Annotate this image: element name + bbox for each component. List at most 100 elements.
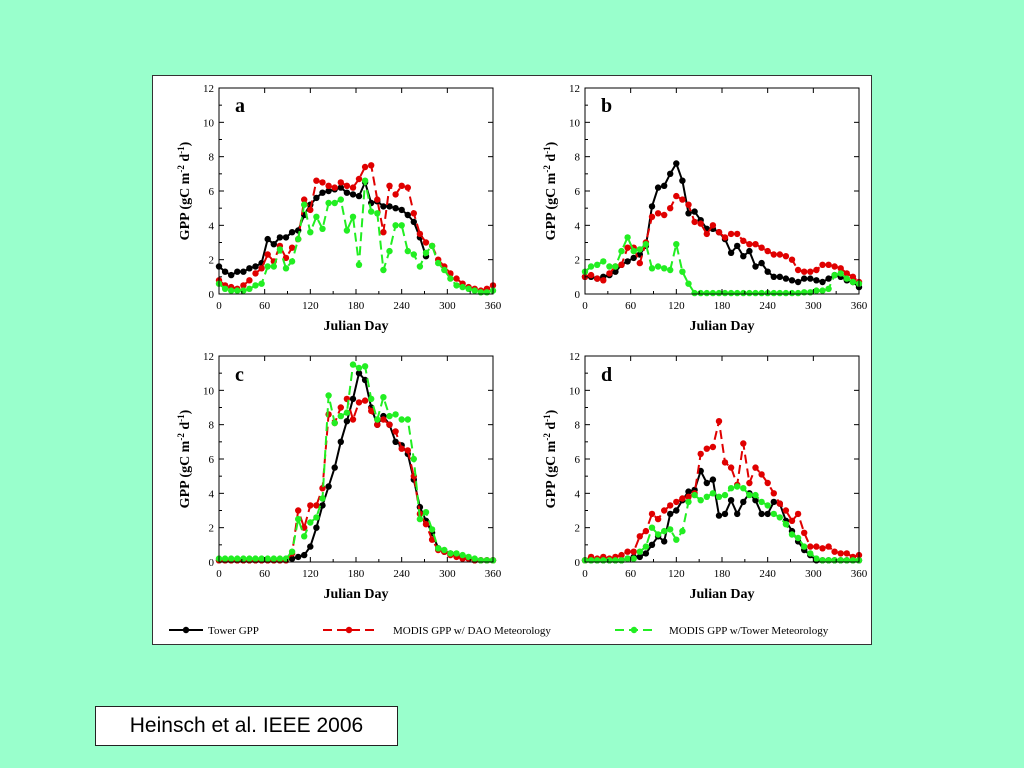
data-point xyxy=(447,550,454,557)
data-point xyxy=(642,543,650,550)
data-point xyxy=(435,545,442,552)
data-point xyxy=(721,510,729,518)
data-point xyxy=(697,220,704,227)
data-point xyxy=(721,289,729,297)
data-point xyxy=(447,275,454,282)
data-point xyxy=(636,246,643,253)
data-point xyxy=(331,184,338,191)
data-point xyxy=(337,184,344,191)
data-point xyxy=(368,407,375,415)
data-point xyxy=(715,229,723,236)
y-tick-label: 12 xyxy=(203,351,214,363)
data-point xyxy=(331,464,338,471)
data-point xyxy=(667,266,674,274)
data-point xyxy=(276,246,284,253)
data-point xyxy=(398,206,405,214)
data-point xyxy=(392,191,399,198)
data-point xyxy=(648,203,656,210)
data-point xyxy=(337,196,344,203)
x-tick-label: 120 xyxy=(302,300,319,312)
data-point xyxy=(422,509,430,516)
data-point xyxy=(794,278,802,286)
data-point xyxy=(703,479,710,487)
data-point xyxy=(618,557,625,564)
data-point xyxy=(331,199,338,207)
data-point xyxy=(642,527,650,535)
data-point xyxy=(813,287,820,294)
legend-marker xyxy=(182,626,190,634)
x-tick-label: 60 xyxy=(625,568,637,580)
data-point xyxy=(465,553,472,561)
data-point xyxy=(374,421,381,428)
legend-label: MODIS GPP w/Tower Meteorology xyxy=(669,625,829,637)
data-point xyxy=(624,258,631,265)
data-point xyxy=(788,289,796,297)
data-point xyxy=(819,261,826,268)
data-point xyxy=(807,550,814,557)
data-point xyxy=(374,210,381,217)
data-point xyxy=(831,557,838,564)
data-point xyxy=(667,526,674,533)
x-tick-label: 60 xyxy=(625,300,637,312)
data-point xyxy=(654,515,662,523)
data-point xyxy=(667,502,674,509)
data-point xyxy=(264,235,271,243)
data-point xyxy=(368,162,375,169)
series-line xyxy=(219,371,493,562)
data-point xyxy=(606,270,613,277)
data-point xyxy=(825,543,832,550)
x-tick-label: 0 xyxy=(582,300,588,312)
data-point xyxy=(758,289,765,297)
data-point xyxy=(428,526,436,533)
x-tick-label: 300 xyxy=(805,300,822,312)
legend-label: Tower GPP xyxy=(208,625,259,637)
data-point xyxy=(697,289,704,297)
y-axis-label: GPP (gC m-2 d-1) xyxy=(542,409,559,508)
data-point xyxy=(368,208,375,215)
data-point xyxy=(740,498,747,506)
data-point xyxy=(343,189,351,196)
data-point xyxy=(837,557,844,564)
data-point xyxy=(721,491,729,499)
y-tick-label: 4 xyxy=(209,488,215,500)
data-point xyxy=(618,261,625,268)
data-point xyxy=(288,229,296,236)
data-point xyxy=(837,550,844,557)
data-point xyxy=(270,555,277,562)
data-point xyxy=(807,543,814,550)
x-tick-label: 240 xyxy=(759,300,776,312)
data-point xyxy=(380,416,387,423)
data-point xyxy=(764,510,771,518)
data-point xyxy=(410,455,417,463)
data-point xyxy=(679,268,686,275)
x-tick-label: 300 xyxy=(439,300,456,312)
data-point xyxy=(240,268,247,275)
data-point xyxy=(240,555,247,562)
data-point xyxy=(264,251,271,258)
data-point xyxy=(734,289,741,297)
data-point xyxy=(776,251,783,258)
x-tick-label: 360 xyxy=(485,568,502,580)
data-point xyxy=(234,555,241,562)
data-point xyxy=(355,261,363,268)
data-point xyxy=(380,229,387,236)
x-tick-label: 240 xyxy=(759,568,776,580)
y-tick-label: 0 xyxy=(209,557,215,569)
y-tick-label: 0 xyxy=(575,289,581,301)
data-point xyxy=(807,275,814,282)
data-point xyxy=(801,289,808,296)
data-point xyxy=(594,261,601,268)
data-point xyxy=(459,283,466,291)
data-point xyxy=(313,502,320,509)
data-point xyxy=(667,510,674,518)
data-point xyxy=(361,397,369,404)
data-point xyxy=(380,266,387,274)
data-point xyxy=(325,392,332,399)
data-point xyxy=(685,493,692,500)
data-point xyxy=(782,507,790,514)
x-tick-label: 0 xyxy=(582,568,588,580)
data-point xyxy=(477,289,484,296)
data-point xyxy=(636,553,643,561)
data-point xyxy=(794,289,802,297)
data-point xyxy=(770,273,777,280)
